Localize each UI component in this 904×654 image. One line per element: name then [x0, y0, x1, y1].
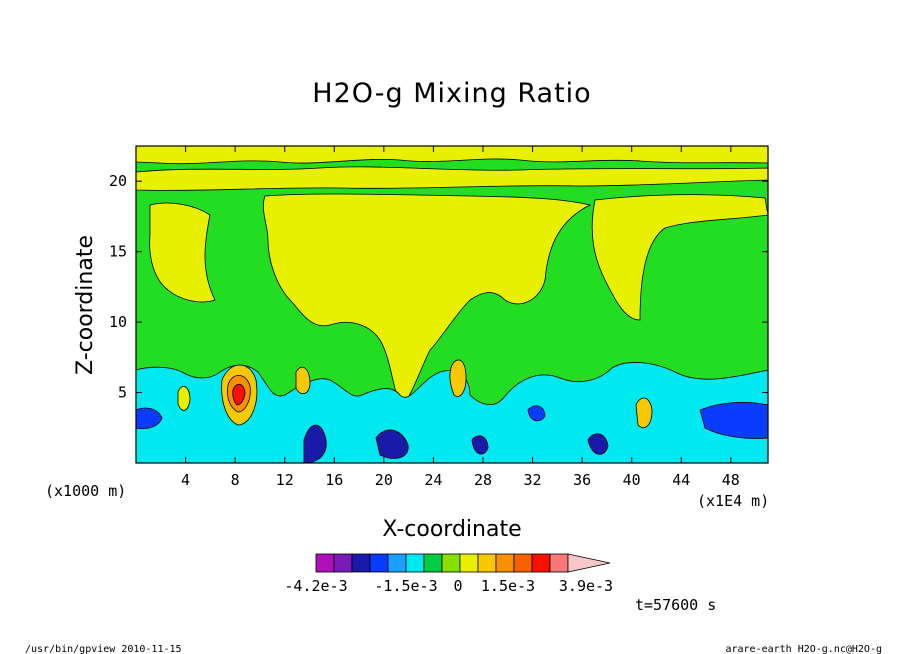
y-tick-label: 10: [109, 313, 127, 331]
colorbar-label: -1.5e-3: [374, 577, 437, 595]
contour-region: [295, 366, 311, 395]
contour-region: [527, 405, 546, 422]
contour-region: [177, 386, 191, 411]
x-tick-label: 32: [524, 471, 542, 489]
x-tick-label: 44: [672, 471, 690, 489]
y-tick-label: 20: [109, 172, 127, 190]
colorbar-label: 3.9e-3: [559, 577, 613, 595]
footer-left: /usr/bin/gpview 2010-11-15: [25, 644, 182, 654]
plot-frame: [135, 145, 769, 464]
colorbar-label: 1.5e-3: [481, 577, 535, 595]
y-tick-label: 15: [109, 243, 127, 261]
footer-right: arare-earth_H2O-g.nc@H2O-g: [725, 644, 882, 654]
contour-region: [587, 433, 609, 455]
colorbar-swatch: [477, 553, 497, 573]
y-tick-label: 5: [118, 384, 127, 402]
time-label: t=57600 s: [635, 596, 716, 614]
x-tick-label: 28: [474, 471, 492, 489]
x-axis: 4 8 12 16 20 24 28 32 36 40 44 48: [181, 146, 740, 489]
colorbar-arrow: [567, 553, 611, 573]
x-tick-label: 48: [722, 471, 740, 489]
colorbar-label: 0: [453, 577, 462, 595]
chart-title: H2O-g Mixing Ratio: [312, 78, 591, 109]
contour-region: [449, 359, 467, 397]
colorbar-swatch: [369, 553, 389, 573]
colorbar-swatch: [423, 553, 443, 573]
colorbar-swatch: [549, 553, 569, 573]
contour-plot-area: [136, 146, 768, 463]
colorbar-swatch: [495, 553, 515, 573]
contour-region: [303, 424, 327, 463]
colorbar-swatch: [459, 553, 479, 573]
x-tick-label: 40: [623, 471, 641, 489]
colorbar-swatch: [441, 553, 461, 573]
colorbar-swatch: [315, 553, 335, 573]
x-tick-label: 8: [231, 471, 240, 489]
contour-region: [591, 194, 768, 321]
x-tick-label: 16: [325, 471, 343, 489]
x-tick-label: 24: [424, 471, 442, 489]
x-tick-label: 12: [276, 471, 294, 489]
contour-region: [232, 383, 246, 406]
colorbar-swatch: [405, 553, 425, 573]
x-tick-label: 4: [181, 471, 190, 489]
colorbar-swatch: [333, 553, 353, 573]
x-tick-label: 36: [573, 471, 591, 489]
contour-region: [699, 401, 768, 439]
contour-region: [635, 397, 653, 429]
y-axis: 5 10 15 20: [109, 172, 768, 402]
contour-region: [149, 202, 216, 303]
contour-region: [375, 429, 409, 459]
contour-region: [262, 193, 592, 406]
colorbar-label: -4.2e-3: [284, 577, 347, 595]
colorbar-swatch: [387, 553, 407, 573]
colorbar-swatch: [351, 553, 371, 573]
contour-region: [471, 435, 489, 455]
contour-region: [136, 146, 768, 165]
colorbar-swatch: [513, 553, 533, 573]
contour-region: [136, 407, 163, 430]
contour-region: [136, 166, 768, 191]
y-axis-label: Z-coordinate: [73, 235, 98, 375]
x-unit-left: (x1000 m): [45, 482, 126, 500]
colorbar-swatch: [531, 553, 551, 573]
x-axis-label: X-coordinate: [382, 517, 521, 542]
colorbar-labels: -4.2e-3 -1.5e-3 0 1.5e-3 3.9e-3: [284, 577, 613, 595]
colorbar: [315, 553, 611, 573]
x-unit-right: (x1E4 m): [697, 492, 769, 510]
x-tick-label: 20: [375, 471, 393, 489]
